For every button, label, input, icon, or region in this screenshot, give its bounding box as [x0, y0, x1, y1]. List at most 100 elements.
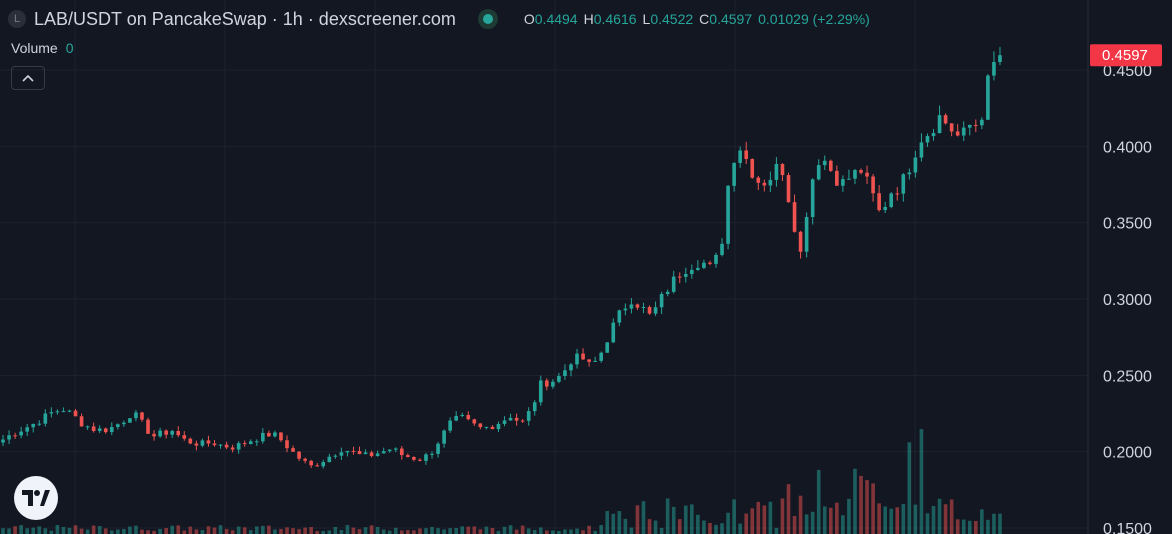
- ohlc-high-value: 0.4616: [593, 11, 637, 27]
- candle-body: [73, 410, 78, 417]
- candle-body: [762, 182, 767, 186]
- candle-body: [798, 231, 803, 252]
- candle-body: [919, 142, 924, 158]
- candle-body: [242, 443, 247, 445]
- candle-body: [889, 193, 894, 208]
- volume-bar: [955, 519, 960, 534]
- candle-body: [611, 322, 616, 343]
- volume-bar: [508, 525, 513, 534]
- candle-body: [587, 359, 591, 362]
- volume-bar: [25, 528, 30, 534]
- candle-body: [961, 127, 966, 136]
- volume-bar: [315, 530, 320, 534]
- volume-bar: [218, 525, 223, 534]
- candle-body: [726, 185, 730, 244]
- candle-body: [738, 150, 742, 163]
- volume-bar: [363, 527, 368, 534]
- volume-bar: [49, 530, 54, 534]
- candle-body: [690, 269, 694, 274]
- candle-body: [13, 435, 17, 437]
- candle-body: [853, 170, 857, 179]
- volume-bar: [792, 515, 797, 534]
- candle-body: [865, 172, 869, 177]
- volume-bar: [726, 512, 730, 534]
- candle-body: [436, 443, 440, 454]
- volume-bar: [248, 530, 253, 534]
- volume-bar: [206, 526, 211, 534]
- candle-body: [327, 456, 332, 463]
- volume-bar: [599, 525, 604, 534]
- candle-body: [732, 162, 736, 186]
- candle-body: [297, 451, 301, 459]
- ohlc-low-key: L: [642, 11, 651, 27]
- candle-body: [454, 415, 458, 421]
- tradingview-logo-icon[interactable]: [14, 476, 58, 520]
- collapse-legend-button[interactable]: [11, 66, 45, 90]
- volume-bar: [865, 480, 869, 534]
- candle-body: [460, 414, 465, 416]
- candle-body: [152, 433, 156, 437]
- volume-bar: [690, 504, 694, 534]
- volume-bar: [545, 530, 549, 534]
- candle-body: [683, 273, 688, 277]
- volume-bar: [520, 525, 525, 534]
- price-axis-tick-label: 0.3500: [1103, 216, 1152, 233]
- candle-body: [508, 417, 513, 421]
- volume-bar: [13, 526, 17, 534]
- volume-bar: [279, 528, 283, 534]
- candle-body: [194, 443, 199, 446]
- volume-bar: [333, 526, 338, 534]
- volume-bar: [472, 526, 477, 534]
- volume-bar: [623, 518, 628, 534]
- candle-body: [992, 62, 996, 76]
- volume-bar: [37, 526, 42, 534]
- volume-bar: [635, 505, 640, 534]
- ohlc-values: O0.4494 H0.4616 L0.4522 C0.4597 0.01029 …: [524, 11, 870, 27]
- candle-body: [267, 432, 271, 437]
- candle-body: [665, 291, 670, 295]
- candle-body: [883, 207, 887, 211]
- volume-bar: [182, 530, 187, 534]
- candle-body: [321, 462, 326, 467]
- volume-bar: [617, 511, 622, 534]
- candle-body: [31, 423, 36, 428]
- price-axis[interactable]: 0.4500 0.4000 0.3500 0.3000 0.2500 0.2000 0.15…: [1087, 0, 1152, 534]
- candle-body: [671, 276, 676, 292]
- candle-body: [303, 458, 307, 461]
- live-status-icon: [477, 9, 498, 29]
- volume-bar: [526, 528, 531, 534]
- volume-bar: [73, 525, 78, 534]
- volume-bar: [430, 526, 434, 534]
- candle-body: [387, 449, 392, 452]
- volume-bar: [889, 508, 894, 534]
- candle-body: [895, 193, 900, 195]
- candle-body: [279, 432, 283, 441]
- ohlc-high-key: H: [583, 11, 594, 27]
- price-axis-tick-label: 0.2000: [1103, 445, 1152, 462]
- candle-body: [61, 411, 66, 413]
- candle-body: [901, 174, 906, 194]
- volume-bar: [514, 529, 519, 534]
- candle-body: [49, 412, 54, 414]
- candle-body: [369, 452, 374, 457]
- ohlc-open-key: O: [523, 11, 535, 27]
- volume-bar: [309, 527, 313, 534]
- volume-bar: [756, 501, 761, 534]
- volume-bar: [194, 529, 199, 534]
- candle-body: [466, 414, 471, 420]
- candle-body: [212, 443, 217, 446]
- volume-bar: [696, 514, 700, 534]
- candle-body: [514, 417, 519, 421]
- candle-body: [575, 353, 579, 365]
- volume-bar: [677, 519, 682, 534]
- volume-bar: [883, 506, 887, 534]
- candle-body: [816, 165, 821, 180]
- candle-body: [393, 448, 398, 450]
- volume-bar: [273, 529, 277, 534]
- volume-bar: [659, 527, 664, 534]
- volume-bar: [768, 501, 773, 534]
- price-axis-tick-label: 0.4000: [1103, 139, 1152, 156]
- volume-bar: [200, 530, 205, 534]
- chart-title[interactable]: LAB/USDT on PancakeSwap · 1h · dexscreen…: [34, 8, 456, 29]
